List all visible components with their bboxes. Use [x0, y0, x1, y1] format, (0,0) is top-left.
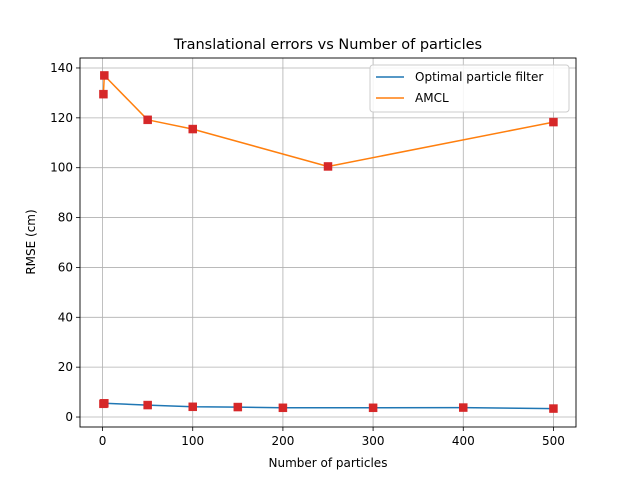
data-point-series-1	[459, 403, 468, 412]
data-point-series-2	[100, 71, 109, 80]
y-tick-label: 20	[58, 360, 73, 374]
data-point-series-2	[99, 89, 108, 99]
grid	[80, 58, 576, 427]
data-point-series-1	[368, 403, 378, 413]
plot-frame	[79, 57, 577, 428]
x-tick-label: 200	[271, 434, 294, 448]
axis-ticks: 0 100 200 300 400 500 0 20 40 60 80 100 120 140	[50, 61, 565, 448]
chart-title: Translational errors vs Number of partic…	[173, 37, 482, 53]
legend: Optimal particle filter AMCL	[369, 64, 570, 113]
y-tick-label: 60	[58, 260, 73, 274]
data-point-series-2	[143, 115, 152, 125]
data-point-series-1	[188, 402, 197, 412]
data-point-series-1	[278, 403, 288, 413]
y-axis-label: RMSE (cm)	[24, 209, 38, 274]
plot-series	[99, 71, 558, 413]
y-tick-label: 100	[50, 161, 73, 175]
data-point-series-1	[549, 404, 558, 413]
data-point-series-2	[549, 117, 558, 127]
y-tick-label: 0	[65, 410, 73, 424]
x-tick-label: 0	[99, 434, 107, 448]
legend-label-1: Optimal particle filter	[415, 70, 543, 84]
data-point-series-2	[188, 124, 197, 134]
y-tick-label: 140	[50, 61, 73, 75]
x-tick-label: 100	[181, 434, 204, 448]
data-point-series-1	[100, 399, 109, 408]
x-tick-label: 500	[542, 434, 565, 448]
data-point-series-1	[233, 402, 243, 412]
y-tick-label: 120	[50, 111, 73, 125]
data-point-series-1	[143, 400, 152, 410]
x-tick-label: 400	[452, 434, 475, 448]
y-tick-label: 80	[58, 211, 73, 225]
y-tick-label: 40	[58, 310, 73, 324]
x-tick-label: 300	[362, 434, 385, 448]
x-axis-label: Number of particles	[269, 456, 388, 470]
legend-box	[369, 64, 570, 113]
legend-label-2: AMCL	[415, 91, 449, 105]
data-point-series-2	[323, 162, 333, 171]
